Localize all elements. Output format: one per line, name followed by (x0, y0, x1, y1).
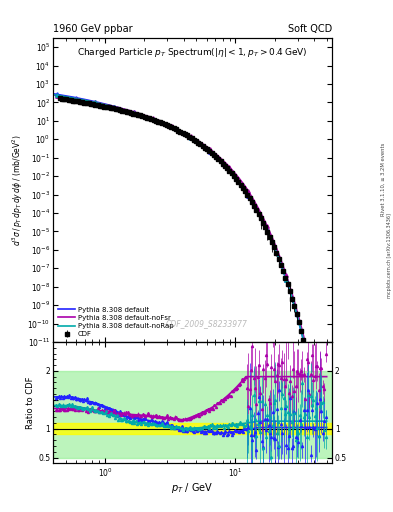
Pythia 8.308 default-noFsr (318, 411, 323, 417)
Pythia 8.308 default-noFsr (275, 248, 280, 254)
Text: Rivet 3.1.10, ≥ 3.2M events: Rivet 3.1.10, ≥ 3.2M events (381, 142, 386, 216)
Pythia 8.308 default (214, 155, 219, 161)
Pythia 8.308 default-noRap (52, 92, 57, 98)
Text: CDF_2009_S8233977: CDF_2009_S8233977 (165, 319, 248, 328)
Pythia 8.308 default (199, 142, 204, 148)
Pythia 8.308 default-noFsr (324, 449, 329, 455)
Text: Charged Particle $p_T$ Spectrum$(|\eta| < 1, p_T > 0.4\,\mathrm{GeV})$: Charged Particle $p_T$ Spectrum$(|\eta| … (77, 46, 308, 59)
Line: Pythia 8.308 default-noRap: Pythia 8.308 default-noRap (55, 95, 327, 456)
Line: Pythia 8.308 default-noFsr: Pythia 8.308 default-noFsr (55, 95, 327, 452)
Pythia 8.308 default (182, 131, 186, 137)
Pythia 8.308 default (183, 132, 188, 138)
X-axis label: $p_T$ / GeV: $p_T$ / GeV (171, 481, 214, 495)
Pythia 8.308 default (52, 91, 57, 97)
Pythia 8.308 default-noRap (199, 142, 204, 148)
Pythia 8.308 default-noFsr (52, 92, 57, 98)
Line: Pythia 8.308 default: Pythia 8.308 default (55, 94, 327, 457)
Pythia 8.308 default (275, 253, 280, 259)
Pythia 8.308 default-noFsr (199, 140, 204, 146)
Pythia 8.308 default-noRap (214, 154, 219, 160)
Pythia 8.308 default-noRap (275, 252, 280, 258)
Bar (53, 371, 332, 458)
Text: Soft QCD: Soft QCD (288, 24, 332, 34)
Pythia 8.308 default (318, 416, 323, 422)
Bar (53, 423, 332, 435)
Pythia 8.308 default (324, 454, 329, 460)
Text: mcplots.cern.ch [arXiv:1306.3436]: mcplots.cern.ch [arXiv:1306.3436] (387, 214, 391, 298)
Legend: Pythia 8.308 default, Pythia 8.308 default-noFsr, Pythia 8.308 default-noRap, CD: Pythia 8.308 default, Pythia 8.308 defau… (57, 306, 175, 338)
Pythia 8.308 default-noRap (318, 415, 323, 421)
Pythia 8.308 default-noFsr (182, 130, 186, 136)
Y-axis label: $d^3\sigma\,/\,p_T\,dp_T\,dy\,d\phi\;/\;(\mathrm{mb/GeV}^2)$: $d^3\sigma\,/\,p_T\,dp_T\,dy\,d\phi\;/\;… (10, 134, 25, 246)
Pythia 8.308 default-noRap (324, 453, 329, 459)
Pythia 8.308 default-noFsr (183, 130, 188, 136)
Pythia 8.308 default-noFsr (214, 152, 219, 158)
Pythia 8.308 default-noRap (182, 131, 186, 137)
Text: 1960 GeV ppbar: 1960 GeV ppbar (53, 24, 133, 34)
Y-axis label: Ratio to CDF: Ratio to CDF (26, 376, 35, 429)
Pythia 8.308 default-noRap (183, 132, 188, 138)
